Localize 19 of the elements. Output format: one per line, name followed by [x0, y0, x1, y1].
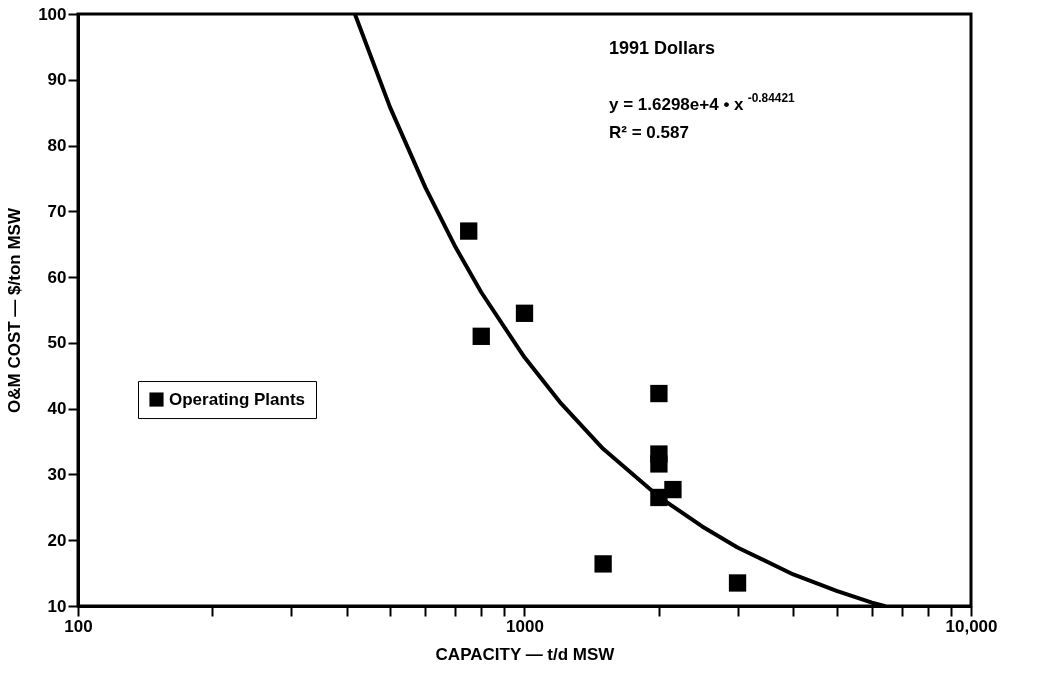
y-tick-label: 40: [47, 399, 67, 419]
y-tick-label: 30: [47, 464, 67, 484]
legend-label: Operating Plants: [169, 389, 306, 409]
x-tick-label: 10,000: [945, 616, 998, 636]
y-tick-label: 70: [47, 201, 67, 221]
y-tick-label: 100: [38, 4, 67, 24]
x-tick-label: 100: [64, 616, 93, 636]
y-tick-label: 50: [47, 333, 67, 353]
annotation: R² = 0.587: [609, 123, 689, 142]
x-tick-label: 1000: [506, 616, 544, 636]
y-axis-title: O&M COST — $/ton MSW: [5, 207, 25, 413]
annotation: 1991 Dollars: [609, 38, 716, 58]
y-tick-label: 10: [47, 596, 67, 616]
y-tick-label: 80: [47, 136, 67, 156]
y-tick-label: 20: [47, 530, 67, 550]
x-axis-title: CAPACITY — t/d MSW: [435, 644, 616, 664]
annotation: y = 1.6298e+4 • x-0.84421: [609, 91, 796, 114]
y-tick-label: 60: [47, 267, 67, 287]
y-tick-label: 90: [47, 70, 67, 90]
